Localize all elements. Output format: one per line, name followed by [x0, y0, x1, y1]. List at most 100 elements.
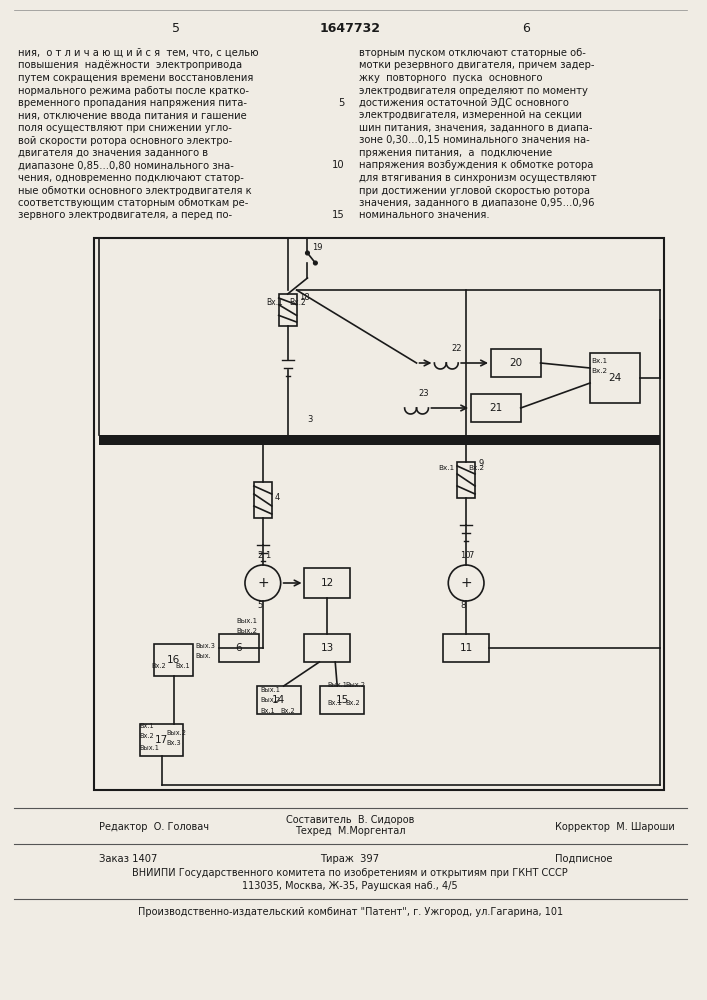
Text: Вых.2: Вых.2 [167, 730, 187, 736]
Text: жку  повторного  пуска  основного: жку повторного пуска основного [359, 73, 542, 83]
Text: Вых.1: Вых.1 [327, 682, 347, 688]
Bar [219, 634, 259, 662]
Text: Вх.3: Вх.3 [167, 740, 181, 746]
Bar [94, 238, 665, 790]
Text: Вых.1: Вых.1 [140, 745, 160, 751]
Text: Вых.1: Вых.1 [261, 687, 281, 693]
Text: Тираж  397: Тираж 397 [320, 854, 380, 864]
Text: вой скорости ротора основного электро-: вой скорости ротора основного электро- [18, 135, 232, 145]
Text: Вых.: Вых. [195, 653, 211, 659]
Bar [590, 353, 640, 403]
Text: Составитель  В. Сидоров: Составитель В. Сидоров [286, 815, 414, 825]
Text: Вых.3: Вых.3 [195, 643, 215, 649]
Text: 5: 5 [258, 601, 263, 610]
Text: Вх.2: Вх.2 [290, 298, 306, 307]
Text: Производственно-издательский комбинат "Патент", г. Ужгород, ул.Гагарина, 101: Производственно-издательский комбинат "П… [138, 907, 563, 917]
Text: ния,  о т л и ч а ю щ и й с я  тем, что, с целью: ния, о т л и ч а ю щ и й с я тем, что, с… [18, 48, 259, 58]
Text: Вх.1: Вх.1 [175, 663, 190, 669]
Text: при достижении угловой скоростью ротора: при достижении угловой скоростью ротора [359, 186, 590, 196]
Text: Вых.2: Вых.2 [261, 697, 281, 703]
Text: электродвигателя определяют по моменту: электродвигателя определяют по моменту [359, 86, 588, 96]
Bar [491, 349, 541, 377]
Bar [257, 686, 300, 714]
Text: Вх.2: Вх.2 [591, 368, 607, 374]
Text: путем сокращения времени восстановления: путем сокращения времени восстановления [18, 73, 253, 83]
Text: шин питания, значения, заданного в диапа-: шин питания, значения, заданного в диапа… [359, 123, 592, 133]
Text: 22: 22 [451, 344, 462, 353]
Text: чения, одновременно подключают статор-: чения, одновременно подключают статор- [18, 173, 244, 183]
Text: 6: 6 [235, 643, 243, 653]
Text: 10: 10 [332, 160, 344, 170]
Bar [457, 462, 475, 498]
Text: ния, отключение ввода питания и гашение: ния, отключение ввода питания и гашение [18, 110, 247, 120]
Text: 13: 13 [321, 643, 334, 653]
Text: номинального значения.: номинального значения. [359, 211, 490, 221]
Text: 6: 6 [522, 21, 530, 34]
Text: 24: 24 [608, 373, 621, 383]
Text: 19: 19 [312, 243, 323, 252]
Text: Вых.2: Вых.2 [236, 628, 257, 634]
Text: 10: 10 [460, 551, 471, 560]
Text: Вх.1: Вх.1 [327, 700, 342, 706]
Text: напряжения возбуждения к обмотке ротора: напряжения возбуждения к обмотке ротора [359, 160, 593, 170]
Text: 3: 3 [308, 415, 312, 424]
Text: Подписное: Подписное [556, 854, 613, 864]
Text: Вых.1: Вых.1 [236, 618, 257, 624]
Text: поля осуществляют при снижении угло-: поля осуществляют при снижении угло- [18, 123, 232, 133]
Bar [153, 644, 194, 676]
Text: ные обмотки основного электродвигателя к: ные обмотки основного электродвигателя к [18, 186, 252, 196]
Text: зоне 0,30...0,15 номинального значения на-: зоне 0,30...0,15 номинального значения н… [359, 135, 590, 145]
Bar [471, 394, 520, 422]
Bar [254, 482, 271, 518]
Text: 17: 17 [155, 735, 168, 745]
Text: 5: 5 [338, 98, 344, 108]
Text: нормального режима работы после кратко-: нормального режима работы после кратко- [18, 86, 249, 96]
Text: соответствующим статорным обмоткам ре-: соответствующим статорным обмоткам ре- [18, 198, 248, 208]
Bar [320, 686, 364, 714]
Text: 15: 15 [332, 211, 344, 221]
Bar [305, 634, 350, 662]
Text: 1: 1 [265, 551, 270, 560]
Text: Вх.2: Вх.2 [140, 733, 155, 739]
Text: Техред  М.Моргентал: Техред М.Моргентал [295, 826, 405, 836]
Text: Редактор  О. Головач: Редактор О. Головач [99, 822, 209, 832]
Text: Заказ 1407: Заказ 1407 [99, 854, 158, 864]
Bar [305, 568, 350, 598]
Text: пряжения питания,  а  подключение: пряжения питания, а подключение [359, 148, 552, 158]
Text: Вх.1: Вх.1 [261, 708, 276, 714]
Bar [443, 634, 489, 662]
Text: 18: 18 [300, 293, 310, 302]
Text: диапазоне 0,85...0,80 номинального зна-: диапазоне 0,85...0,80 номинального зна- [18, 160, 234, 170]
Text: Вх.1: Вх.1 [266, 298, 283, 307]
Text: 20: 20 [509, 358, 522, 368]
Text: электродвигателя, измеренной на секции: электродвигателя, измеренной на секции [359, 110, 582, 120]
Text: Вх.1: Вх.1 [591, 358, 607, 364]
Text: двигателя до значения заданного в: двигателя до значения заданного в [18, 148, 208, 158]
Circle shape [313, 261, 317, 265]
Text: ВНИИПИ Государственного комитета по изобретениям и открытиям при ГКНТ СССР: ВНИИПИ Государственного комитета по изоб… [132, 868, 568, 878]
Text: мотки резервного двигателя, причем задер-: мотки резервного двигателя, причем задер… [359, 60, 595, 70]
Text: 2: 2 [258, 551, 263, 560]
Text: Вх.2: Вх.2 [281, 708, 296, 714]
Text: Вх.2: Вх.2 [152, 663, 166, 669]
Bar [99, 435, 660, 445]
Text: Вх.2: Вх.2 [345, 700, 360, 706]
Text: временного пропадания напряжения пита-: временного пропадания напряжения пита- [18, 98, 247, 108]
Text: 4: 4 [275, 493, 280, 502]
Text: 9: 9 [478, 459, 484, 468]
Text: 11: 11 [460, 643, 473, 653]
Text: зервного электродвигателя, а перед по-: зервного электродвигателя, а перед по- [18, 211, 232, 221]
Text: 21: 21 [489, 403, 503, 413]
Text: +: + [460, 576, 472, 590]
Text: 14: 14 [272, 695, 286, 705]
Bar [140, 724, 184, 756]
Text: 7: 7 [468, 551, 474, 560]
Text: 8: 8 [460, 601, 465, 610]
Text: вторным пуском отключают статорные об-: вторным пуском отключают статорные об- [359, 48, 586, 58]
Text: 1647732: 1647732 [320, 21, 380, 34]
Text: 23: 23 [419, 389, 429, 398]
Text: Вх.2: Вх.2 [468, 465, 484, 471]
Text: повышения  надёжности  электропривода: повышения надёжности электропривода [18, 60, 242, 70]
Text: 12: 12 [321, 578, 334, 588]
Text: Вых.2: Вых.2 [345, 682, 365, 688]
